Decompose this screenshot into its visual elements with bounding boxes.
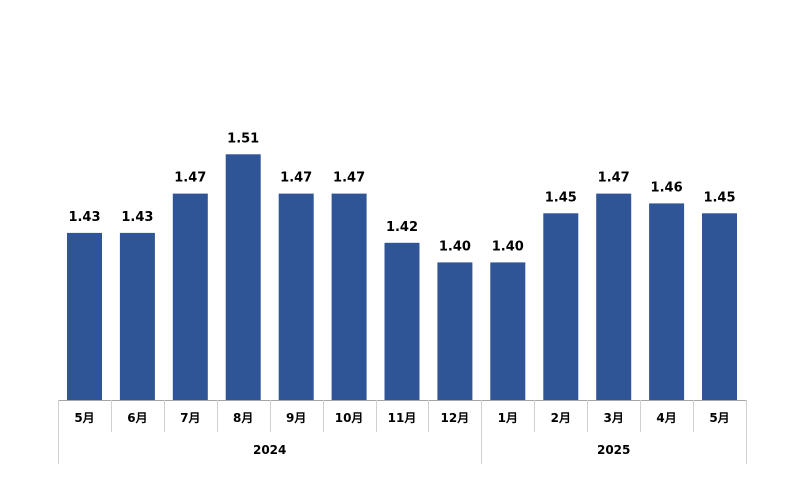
x-tick-label-9: 2月 — [551, 411, 571, 425]
x-tick-label-12: 5月 — [709, 411, 729, 425]
bar-7 — [437, 262, 473, 400]
data-label-9: 1.45 — [545, 190, 577, 205]
x-tick-label-8: 1月 — [498, 411, 518, 425]
x-tick-label-6: 11月 — [388, 411, 417, 425]
bar-5 — [331, 193, 367, 400]
x-tick-label-10: 3月 — [604, 411, 624, 425]
x-tick-labels: 5月 6月 7月 8月 9月 10月 11月 12月 1月 2月 3月 4月 5月 — [58, 400, 747, 432]
bar-1 — [119, 232, 155, 400]
bar-3 — [225, 154, 261, 400]
data-label-3: 1.51 — [227, 131, 259, 146]
data-label-1: 1.43 — [121, 210, 153, 225]
bar-2 — [172, 193, 208, 400]
data-label-7: 1.40 — [439, 239, 471, 254]
x-tick-label-7: 12月 — [441, 411, 470, 425]
bar-10 — [596, 193, 632, 400]
bar-8 — [490, 262, 526, 400]
bar-6 — [384, 242, 420, 400]
bars-layer — [67, 154, 737, 400]
year-label-1: 2025 — [597, 443, 630, 457]
bar-0 — [67, 232, 102, 400]
bar-11 — [649, 203, 685, 400]
data-labels-layer: 1.43 1.43 1.47 1.51 1.47 1.47 1.42 1.40 1.40 1.45… — [68, 131, 735, 254]
bar-9 — [543, 213, 579, 400]
data-label-12: 1.45 — [703, 190, 735, 205]
bar-4 — [278, 193, 314, 400]
x-tick-label-1: 6月 — [127, 411, 147, 425]
year-label-0: 2024 — [253, 443, 286, 457]
x-tick-label-11: 4月 — [656, 411, 676, 425]
data-label-5: 1.47 — [333, 171, 365, 186]
x-tick-label-4: 9月 — [286, 411, 306, 425]
x-tick-label-2: 7月 — [180, 411, 200, 425]
x-tick-label-0: 5月 — [74, 411, 94, 425]
year-group-labels: 2024 2025 — [58, 432, 747, 464]
data-label-2: 1.47 — [174, 171, 206, 186]
data-label-0: 1.43 — [68, 210, 100, 225]
data-label-6: 1.42 — [386, 220, 418, 235]
data-label-11: 1.46 — [651, 180, 683, 195]
x-tick-label-3: 8月 — [233, 411, 253, 425]
data-label-4: 1.47 — [280, 171, 312, 186]
bar-12 — [702, 213, 737, 400]
data-label-8: 1.40 — [492, 239, 524, 254]
data-label-10: 1.47 — [598, 171, 630, 186]
x-tick-label-5: 10月 — [335, 411, 364, 425]
